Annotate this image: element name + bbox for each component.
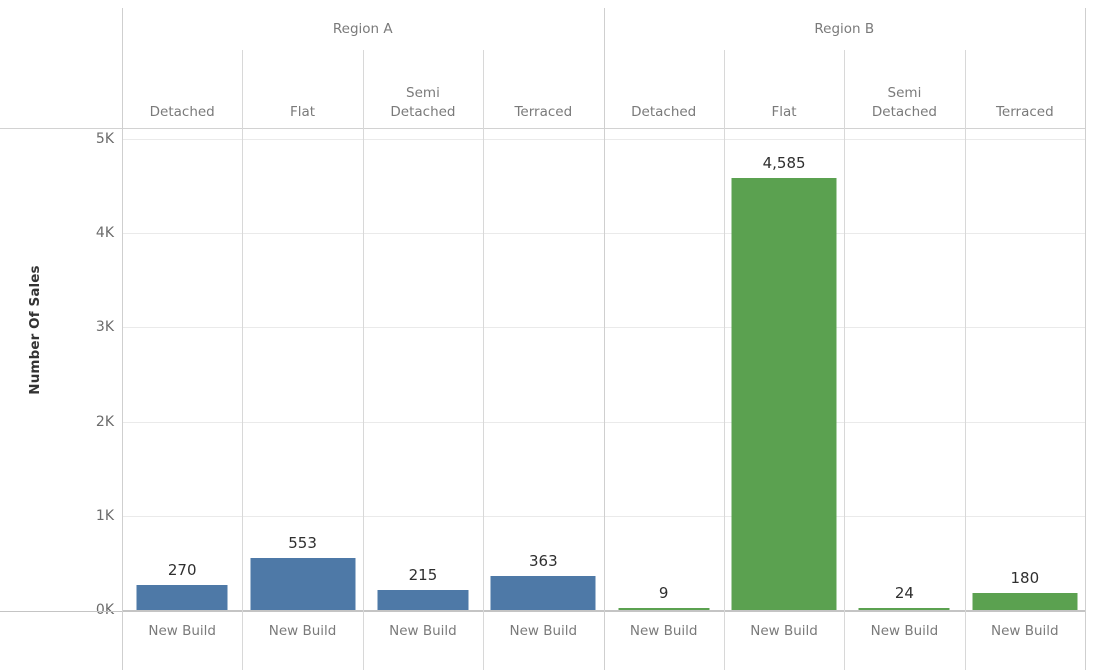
build-type-header: New Build	[965, 612, 1085, 670]
bar-value-label: 24	[894, 583, 914, 602]
bar-value-label: 4,585	[762, 154, 806, 173]
panel-separator	[363, 50, 364, 670]
y-axis-tick-label: 1K	[95, 507, 114, 524]
y-axis-tick-label: 0K	[95, 602, 114, 618]
bar[interactable]	[618, 608, 710, 610]
property-type-header: Semi Detached	[844, 50, 964, 129]
bar[interactable]	[250, 557, 356, 610]
region-label: Region A	[332, 21, 393, 37]
axis-baseline-rule	[0, 611, 1085, 612]
property-type-label: Flat	[771, 103, 797, 120]
build-type-label: New Build	[750, 623, 818, 639]
panel-separator	[604, 8, 605, 670]
build-type-label: New Build	[990, 623, 1059, 639]
gridline	[122, 327, 1085, 329]
region-label: Region B	[814, 21, 875, 37]
bar-value-label: 553	[288, 533, 317, 552]
bar[interactable]	[858, 607, 950, 610]
bar-panel: 270	[122, 129, 242, 611]
bar[interactable]	[972, 593, 1078, 610]
bar[interactable]	[136, 584, 228, 610]
build-type-label: New Build	[148, 623, 216, 639]
bar-panel: 4,585	[724, 129, 844, 611]
bar[interactable]	[490, 575, 596, 610]
bar-panel: 9	[604, 129, 724, 611]
property-type-header: Terraced	[483, 50, 603, 129]
header-bottom-rule	[0, 128, 1085, 129]
bar-value-label: 180	[1010, 569, 1040, 588]
bar-value-label: 9	[658, 584, 669, 602]
bar[interactable]	[731, 178, 837, 610]
build-type-header: New Build	[604, 612, 724, 670]
build-type-label: New Build	[509, 623, 578, 639]
bar[interactable]	[377, 589, 469, 610]
build-type-header: New Build	[122, 612, 242, 670]
build-type-header: New Build	[844, 612, 964, 670]
y-axis-tick-label: 2K	[95, 413, 114, 430]
property-type-header: Detached	[604, 50, 724, 129]
build-type-label: New Build	[268, 623, 337, 639]
property-type-label: Semi Detached	[871, 84, 937, 120]
bar-panel: 215	[363, 129, 483, 611]
y-axis-tick-labels: 0K 1K 2K 3K 4K 5K	[60, 0, 114, 670]
gridline	[122, 515, 1085, 517]
plot-area: 270 553 215 363 9 4,585 24 180	[122, 129, 1085, 611]
panel-separator	[724, 50, 725, 670]
bar-panel: 553	[242, 129, 362, 611]
region-group-header: Region A Detached Flat Semi Detached Terrace…	[122, 0, 604, 129]
y-axis-title: Number Of Sales	[27, 265, 43, 395]
column-headers: Region A Detached Flat Semi Detached Terrace…	[122, 0, 1085, 129]
property-type-label: Flat	[290, 103, 316, 120]
property-type-label: Semi Detached	[390, 84, 456, 120]
panel-separator	[122, 8, 123, 670]
property-type-label: Detached	[149, 103, 215, 120]
property-type-label: Terraced	[995, 103, 1054, 120]
property-type-header: Detached	[122, 50, 242, 129]
bar-panel: 180	[965, 129, 1085, 611]
region-group-header: Region B Detached Flat Semi Detached Terrace…	[604, 0, 1086, 129]
gridline	[122, 139, 1085, 140]
bar-value-label: 215	[408, 565, 438, 584]
build-type-label: New Build	[629, 623, 698, 639]
zero-baseline	[122, 610, 1085, 611]
bar-value-label: 363	[528, 551, 558, 570]
panel-separator	[242, 50, 243, 670]
panel-separator	[965, 50, 966, 670]
row-headers: New Build New Build New Build New Build New …	[122, 612, 1085, 670]
build-type-label: New Build	[870, 623, 939, 639]
build-type-header: New Build	[363, 612, 483, 670]
property-type-header: Flat	[724, 50, 844, 129]
bar-panel: 24	[844, 129, 964, 611]
property-type-label: Terraced	[514, 103, 573, 120]
y-axis-title-area: Number Of Sales	[0, 130, 45, 610]
property-type-header: Semi Detached	[363, 50, 483, 129]
bar-value-label: 270	[167, 560, 197, 579]
panel-separator	[844, 50, 845, 670]
build-type-header: New Build	[483, 612, 603, 670]
panel-separator	[1085, 8, 1086, 670]
y-axis-tick-label: 5K	[95, 131, 114, 147]
property-type-label: Detached	[631, 103, 697, 120]
build-type-label: New Build	[389, 623, 457, 639]
bar-panel: 363	[483, 129, 603, 611]
y-axis-tick-label: 4K	[95, 225, 114, 242]
build-type-header: New Build	[242, 612, 362, 670]
gridline	[122, 421, 1085, 423]
panel-separator	[483, 50, 484, 670]
property-type-header: Flat	[242, 50, 362, 129]
y-axis-tick-label: 3K	[95, 319, 114, 336]
property-type-header: Terraced	[965, 50, 1085, 129]
gridline	[122, 233, 1085, 235]
build-type-header: New Build	[724, 612, 844, 670]
